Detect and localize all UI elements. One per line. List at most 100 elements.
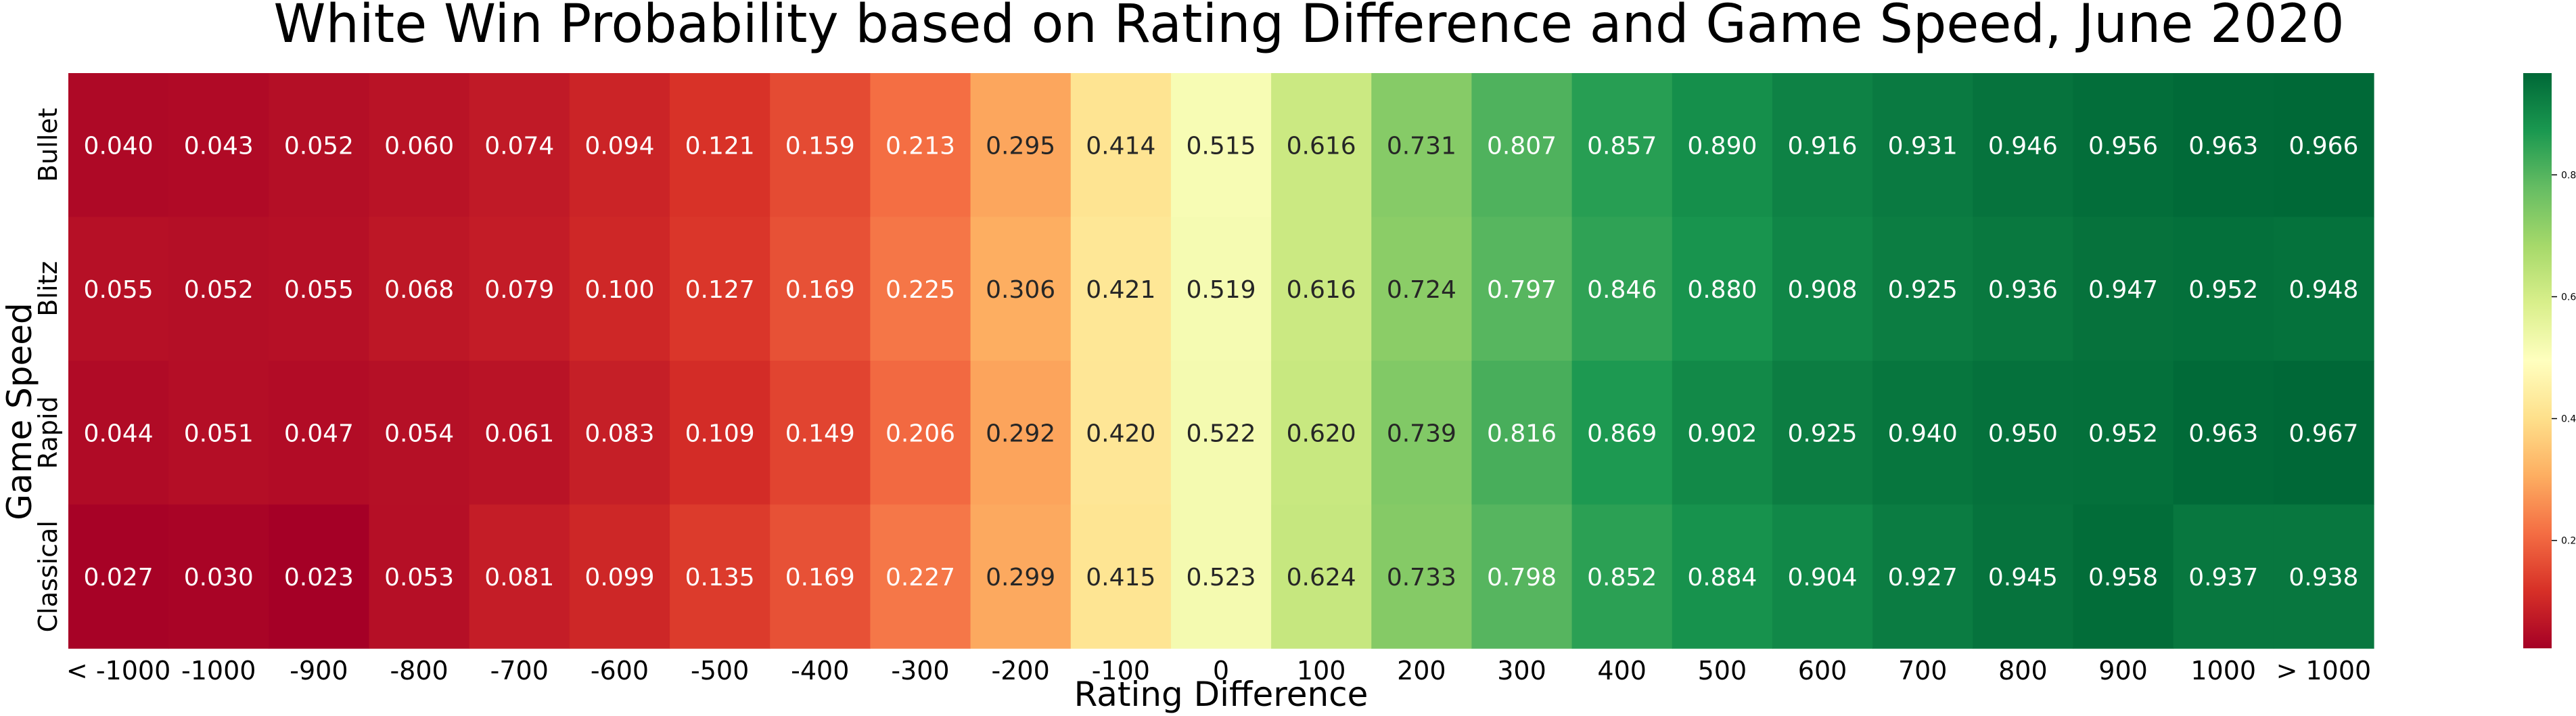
chart-title: White Win Probability based on Rating Di… (273, 0, 2344, 55)
cell-value-label: 0.950 (1988, 420, 2058, 447)
heatmap-cell (168, 73, 269, 218)
cell-value-label: 0.967 (2288, 420, 2358, 447)
cell-value-label: 0.169 (785, 564, 855, 591)
heatmap-cell (1271, 361, 1372, 506)
heatmap-cell (1672, 361, 1773, 506)
cell-value-label: 0.415 (1086, 564, 1155, 591)
cell-value-label: 0.731 (1387, 132, 1456, 160)
heatmap-cell (2173, 504, 2274, 649)
cell-value-label: 0.213 (886, 132, 955, 160)
cell-value-label: 0.094 (584, 132, 654, 160)
heatmap-cell (1872, 361, 1973, 506)
cell-value-label: 0.068 (384, 276, 454, 304)
cell-value-label: 0.948 (2288, 276, 2358, 304)
heatmap-cell (1672, 504, 1773, 649)
x-tick-label: -800 (390, 656, 448, 686)
heatmap-cell (870, 73, 971, 218)
cell-value-label: 0.733 (1387, 564, 1456, 591)
heatmap-cell (2273, 504, 2374, 649)
heatmap-cells: 0.040 0.043 0.052 0.060 0.074 0.094 0.121 0.159… (68, 73, 2374, 649)
y-tick-label: Classical (33, 520, 63, 632)
x-tick-label: 800 (1998, 656, 2048, 686)
cell-value-label: 0.902 (1687, 420, 1757, 447)
cell-value-label: 0.846 (1587, 276, 1657, 304)
heatmap-cell (1772, 73, 1873, 218)
x-tick-labels: < -1000 -1000 -900 -800 -700 -600 -500 -400 -300… (66, 656, 2371, 686)
colorbar-tick-label: 0.4 (2561, 414, 2576, 425)
heatmap-cell (770, 217, 871, 361)
cell-value-label: 0.109 (685, 420, 755, 447)
heatmap-cell (469, 504, 570, 649)
cell-value-label: 0.074 (484, 132, 554, 160)
colorbar (2523, 73, 2552, 648)
y-tick-label: Rapid (33, 396, 63, 469)
heatmap-cell (1872, 217, 1973, 361)
x-tick-label: > 1000 (2276, 656, 2372, 686)
cell-value-label: 0.083 (584, 420, 654, 447)
cell-value-label: 0.055 (284, 276, 354, 304)
heatmap-cell (1872, 73, 1973, 218)
cell-value-label: 0.061 (484, 420, 554, 447)
cell-value-label: 0.159 (785, 132, 855, 160)
heatmap-cell (1973, 73, 2074, 218)
heatmap-cell (269, 361, 370, 506)
heatmap-cell (670, 361, 770, 506)
heatmap-cell (1772, 361, 1873, 506)
x-tick-label: < -1000 (66, 656, 170, 686)
cell-value-label: 0.869 (1587, 420, 1657, 447)
cell-value-label: 0.966 (2288, 132, 2358, 160)
heatmap-cell (1471, 504, 1573, 649)
heatmap-cell (1471, 217, 1573, 361)
heatmap-cell (2273, 73, 2374, 218)
heatmap-cell (2173, 73, 2274, 218)
cell-value-label: 0.292 (986, 420, 1055, 447)
cell-value-label: 0.797 (1487, 276, 1557, 304)
cell-value-label: 0.421 (1086, 276, 1155, 304)
heatmap-cell (2273, 217, 2374, 361)
cell-value-label: 0.227 (886, 564, 955, 591)
cell-value-label: 0.946 (1988, 132, 2058, 160)
heatmap-cell (770, 361, 871, 506)
heatmap-cell (68, 361, 169, 506)
x-tick-label: -500 (691, 656, 749, 686)
cell-value-label: 0.135 (685, 564, 755, 591)
heatmap-cell (2073, 504, 2174, 649)
x-tick-label: 200 (1397, 656, 1446, 686)
cell-value-label: 0.053 (384, 564, 454, 591)
heatmap-cell (870, 504, 971, 649)
cell-value-label: 0.127 (685, 276, 755, 304)
heatmap-cell (1872, 504, 1973, 649)
cell-value-label: 0.052 (184, 276, 254, 304)
cell-value-label: 0.060 (384, 132, 454, 160)
heatmap-cell (1070, 361, 1172, 506)
cell-value-label: 0.958 (2088, 564, 2158, 591)
heatmap-cell (670, 73, 770, 218)
heatmap-cell (2173, 361, 2274, 506)
colorbar-tick-label: 0.8 (2561, 170, 2576, 181)
heatmap-cell (469, 73, 570, 218)
cell-value-label: 0.724 (1387, 276, 1456, 304)
heatmap-cell (1271, 73, 1372, 218)
cell-value-label: 0.798 (1487, 564, 1557, 591)
y-tick-label: Bullet (33, 108, 63, 182)
heatmap-cell (168, 504, 269, 649)
x-tick-label: 600 (1798, 656, 1847, 686)
x-tick-label: -200 (992, 656, 1050, 686)
heatmap-cell (369, 361, 470, 506)
heatmap-cell (670, 217, 770, 361)
cell-value-label: 0.952 (2188, 276, 2258, 304)
heatmap-cell (269, 217, 370, 361)
cell-value-label: 0.925 (1788, 420, 1858, 447)
x-tick-label: -300 (891, 656, 949, 686)
cell-value-label: 0.890 (1687, 132, 1757, 160)
cell-value-label: 0.739 (1387, 420, 1456, 447)
heatmap-cell (670, 504, 770, 649)
heatmap-cell (469, 217, 570, 361)
cell-value-label: 0.938 (2288, 564, 2358, 591)
heatmap-cell (1973, 361, 2074, 506)
cell-value-label: 0.616 (1287, 276, 1356, 304)
cell-value-label: 0.519 (1186, 276, 1256, 304)
x-tick-label: 700 (1898, 656, 1948, 686)
cell-value-label: 0.169 (785, 276, 855, 304)
